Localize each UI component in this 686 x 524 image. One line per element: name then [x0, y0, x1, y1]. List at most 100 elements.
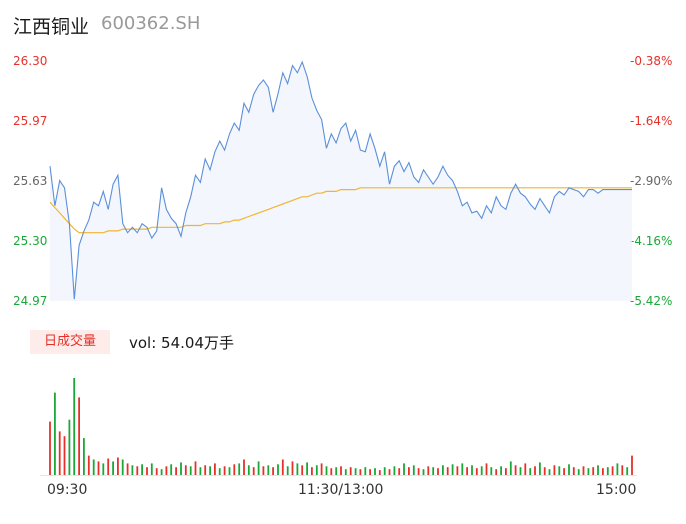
y-tick-left-1: 25.97	[13, 114, 48, 128]
volume-bar	[257, 461, 260, 475]
volume-bar	[621, 465, 624, 475]
volume-bar	[626, 467, 629, 475]
volume-bar	[155, 468, 158, 475]
volume-bar	[320, 463, 323, 475]
stock-code: 600362.SH	[101, 13, 201, 34]
volume-bar	[267, 465, 270, 475]
volume-bar	[150, 463, 153, 475]
volume-bar	[63, 436, 66, 475]
volume-bar	[228, 467, 231, 475]
volume-bar	[121, 459, 124, 475]
volume-bar	[199, 467, 202, 475]
volume-bar	[218, 468, 221, 475]
volume-bar	[529, 468, 532, 475]
y-tick-right-0: -0.38%	[630, 54, 673, 68]
volume-bar	[611, 466, 614, 475]
volume-bar	[296, 463, 299, 475]
volume-bar	[505, 468, 507, 475]
volume-bar	[456, 466, 459, 475]
y-tick-right-3: -4.16%	[630, 234, 673, 248]
volume-bar	[194, 461, 197, 475]
volume-bar	[543, 467, 546, 475]
volume-bar	[432, 467, 435, 475]
volume-bar	[519, 467, 522, 475]
volume-bar	[340, 466, 342, 475]
volume-bar	[631, 455, 633, 475]
volume-bar	[78, 397, 80, 475]
volume-bar	[83, 438, 85, 475]
volume-bar	[369, 469, 371, 475]
volume-bar	[223, 466, 226, 475]
volume-bar	[117, 457, 119, 475]
volume-bar	[403, 463, 405, 475]
volume-bar	[408, 467, 410, 475]
volume-bar	[383, 467, 386, 475]
volume-bar	[335, 467, 338, 475]
volume-bar	[417, 468, 420, 475]
volume-bar	[311, 467, 313, 475]
volume-bar	[107, 458, 110, 475]
volume-bar	[306, 462, 308, 475]
volume-bar	[330, 468, 333, 475]
price-line	[49, 60, 632, 300]
volume-bar	[563, 468, 565, 475]
y-tick-left-3: 25.30	[13, 234, 48, 248]
volume-bar	[422, 469, 425, 475]
volume-bar	[281, 459, 284, 475]
volume-bar	[534, 466, 536, 475]
volume-bar	[495, 469, 498, 475]
volume-bar	[509, 461, 512, 475]
volume-bar	[112, 461, 114, 475]
volume-bar	[606, 467, 609, 475]
volume-bar	[180, 462, 182, 475]
volume-tab[interactable]: 日成交量	[30, 330, 110, 354]
volume-bar	[514, 465, 517, 475]
volume-bar	[524, 463, 527, 475]
volume-bar	[500, 466, 502, 475]
volume-bar	[568, 464, 570, 475]
volume-bar	[398, 468, 401, 475]
volume-bar	[572, 467, 575, 475]
volume-bar	[490, 467, 493, 475]
avg-price-line	[49, 187, 632, 234]
volume-bar	[272, 467, 274, 475]
volume-bar	[475, 468, 478, 475]
volume-bar	[592, 467, 595, 475]
volume-bar	[388, 469, 391, 475]
x-tick-open: 09:30	[47, 482, 88, 498]
volume-bar	[602, 468, 604, 475]
volume-bar	[539, 462, 541, 475]
volume-bar	[344, 469, 347, 475]
volume-bar	[73, 378, 76, 475]
stock-name: 江西铜业	[13, 16, 90, 38]
y-tick-left-2: 25.63	[13, 174, 48, 188]
volume-bar	[87, 455, 90, 475]
volume-bar	[286, 466, 289, 475]
volume-bar	[378, 470, 381, 475]
volume-bar	[325, 466, 328, 475]
y-tick-left-4: 24.97	[13, 294, 48, 308]
volume-bar	[262, 466, 265, 475]
volume-bar	[175, 467, 177, 475]
volume-bar	[446, 467, 449, 475]
volume-bar	[466, 467, 468, 475]
y-tick-right-4: -5.42%	[630, 294, 673, 308]
volume-bar	[597, 465, 599, 475]
volume-bar	[451, 464, 454, 475]
volume-bar	[214, 463, 216, 475]
volume-bar	[437, 468, 439, 475]
volume-bar	[315, 465, 318, 475]
volume-bar	[160, 469, 163, 475]
volume-bar	[92, 459, 95, 475]
volume-bar	[442, 465, 444, 475]
volume-bar	[577, 469, 580, 475]
volume-bar	[102, 463, 105, 475]
volume-readout: vol: 54.04万手	[129, 334, 234, 352]
x-tick-close: 15:00	[596, 482, 637, 498]
y-tick-left-0: 26.30	[13, 54, 48, 68]
volume-bar	[485, 463, 488, 475]
volume-bar	[364, 467, 367, 475]
volume-bar	[97, 461, 100, 475]
volume-bar	[291, 461, 294, 475]
